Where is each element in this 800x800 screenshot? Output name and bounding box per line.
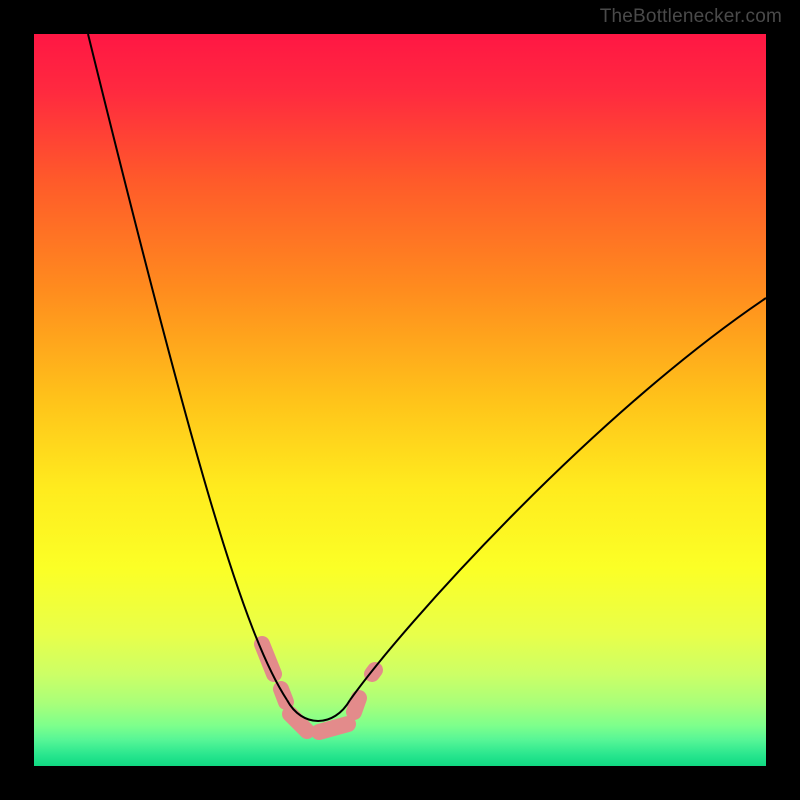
right-curve <box>350 298 766 700</box>
curves-layer <box>34 34 766 766</box>
marker-segment <box>319 724 348 732</box>
watermark-text: TheBottlenecker.com <box>600 6 782 28</box>
left-curve <box>88 34 287 700</box>
marker-segment <box>290 714 307 731</box>
chart-frame: TheBottlenecker.com <box>0 0 800 800</box>
plot-area <box>34 34 766 766</box>
marker-segment <box>354 698 359 712</box>
marker-segment <box>262 644 274 674</box>
